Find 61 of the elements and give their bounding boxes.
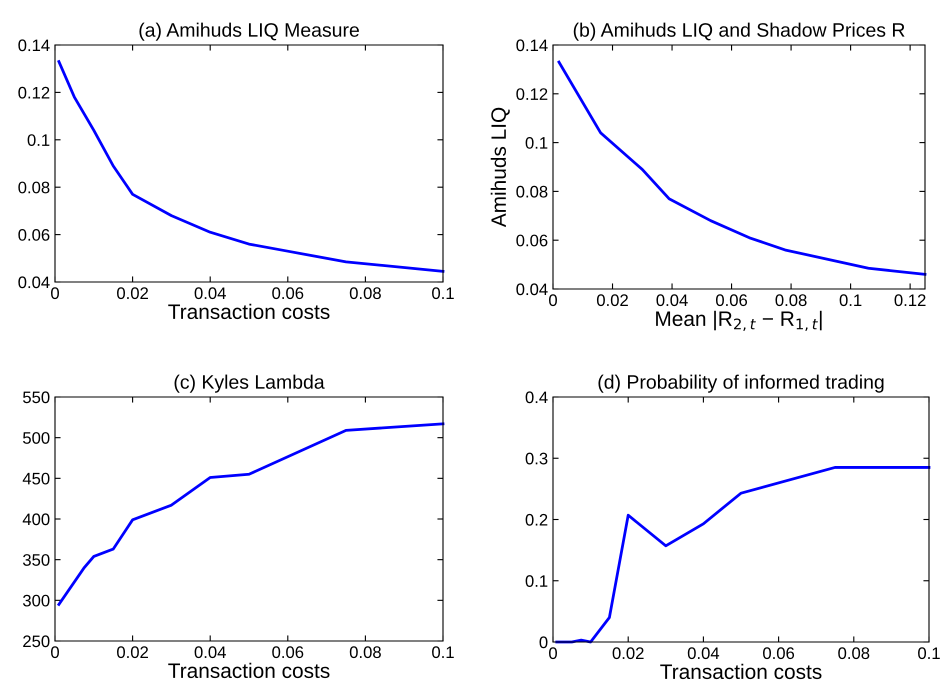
y-tick-label: 0.08 [516,186,548,198]
x-tick-label: 0.12 [894,294,926,306]
y-tick-label: 0.12 [516,88,548,100]
x-tick-label: 0.02 [596,294,628,306]
y-tick-label: 0.2 [526,514,548,526]
y-tick-label: 0.08 [18,182,50,194]
x-axis-title: Transaction costs [168,662,330,678]
y-tick-label: 0.14 [516,39,548,52]
y-tick-label: 450 [22,472,50,485]
x-tick-label: 0.1 [840,294,862,306]
x-tick-label: 0.08 [350,646,381,658]
line-series [57,60,444,273]
chart-title: (b) Amihuds LIQ and Shadow Prices R [574,22,905,41]
x-tick-label: 0.02 [117,287,148,300]
y-tick-label: 400 [22,513,50,526]
x-tick-label: 0 [51,646,59,658]
x-tick-label: 0.1 [432,287,454,300]
y-tick-label: 0.12 [18,86,50,99]
chart-title: (d) Probability of informed trading [598,374,884,393]
x-tick-label: 0 [51,287,59,300]
y-tick-label: 0.4 [526,391,548,404]
y-tick-label: 0.06 [516,234,548,246]
y-axis-title: Amihuds LIQ [490,108,510,228]
x-tick-label: 0 [549,647,557,660]
y-tick-label: 0.3 [526,452,548,464]
x-tick-label: 0.02 [117,646,148,658]
y-tick-label: 250 [23,635,50,648]
x-tick-label: 0.04 [656,294,688,306]
chart-title: (c) Kyles Lambda [174,374,325,393]
y-tick-label: 350 [22,554,50,566]
line-series [57,422,444,606]
x-tick-label: 0.04 [194,287,226,300]
y-tick-label: 0.04 [18,276,50,288]
x-tick-label: 0.08 [776,294,807,306]
x-tick-label: 0.06 [272,287,304,300]
line-series [558,60,926,276]
x-tick-label: 0.04 [194,646,226,658]
line-series [555,466,930,644]
x-tick-label: 0.04 [688,647,720,660]
x-tick-label: 0.08 [350,287,381,300]
y-tick-label: 500 [23,432,50,444]
x-axis-title: Transaction costs [660,664,822,680]
x-tick-label: 0.06 [716,294,748,306]
y-tick-label: 550 [23,391,50,404]
chart-title: (a) Amihuds LIQ Measure [139,22,359,41]
y-tick-label: 0.1 [526,575,548,587]
y-tick-label: 0.14 [18,39,50,52]
y-tick-label: 0.06 [18,229,50,241]
x-axis-title: Transaction costs [168,304,330,320]
x-tick-label: 0.1 [918,647,940,660]
x-axis-title: Mean |R$_{2,t}$ − R$_{1,t}$| [656,310,822,331]
x-tick-label: 0.08 [838,647,870,660]
x-tick-label: 0 [549,294,557,306]
x-tick-label: 0.1 [432,646,454,658]
y-tick-label: 300 [22,594,50,607]
y-tick-label: 0 [540,636,548,648]
x-tick-label: 0.02 [612,647,644,660]
x-tick-label: 0.06 [763,647,794,660]
y-tick-label: 0.1 [526,137,548,149]
x-tick-label: 0.06 [272,646,304,658]
y-tick-label: 0.1 [28,134,50,146]
